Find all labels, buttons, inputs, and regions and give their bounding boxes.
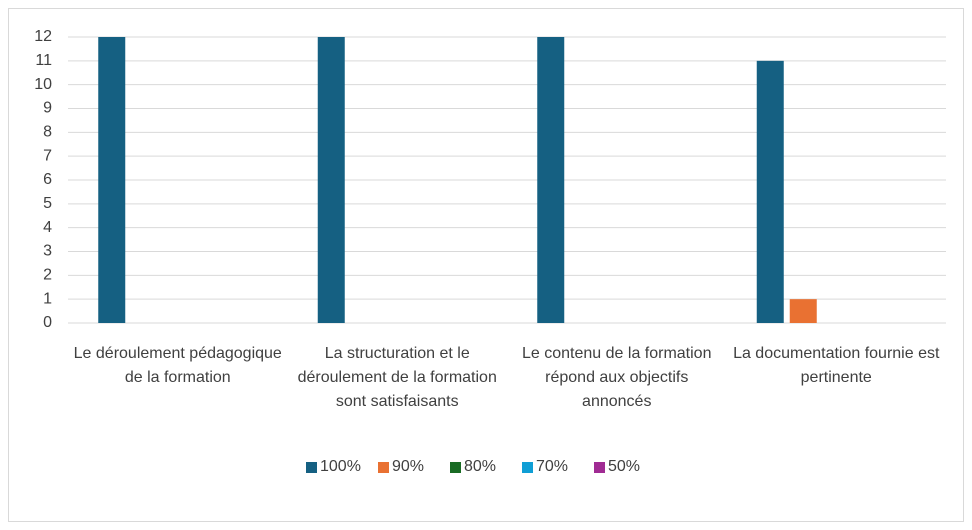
y-tick-label: 6 bbox=[43, 171, 52, 188]
legend-item: 50% bbox=[594, 456, 640, 478]
legend-label: 90% bbox=[392, 458, 425, 475]
legend-swatch bbox=[450, 461, 461, 473]
legend-label: 80% bbox=[464, 458, 497, 475]
y-tick-label: 7 bbox=[43, 147, 52, 164]
legend-item: 100% bbox=[306, 456, 361, 478]
bar bbox=[98, 37, 126, 323]
legend-item: 90% bbox=[378, 456, 424, 478]
y-tick-label: 2 bbox=[43, 267, 52, 284]
y-tick-label: 3 bbox=[43, 243, 52, 260]
legend-item: 70% bbox=[522, 456, 568, 478]
y-tick-label: 4 bbox=[43, 219, 52, 236]
bar bbox=[789, 299, 817, 323]
legend-swatch bbox=[378, 461, 389, 473]
y-tick-label: 5 bbox=[43, 195, 52, 212]
chart-border bbox=[8, 8, 964, 522]
bar bbox=[756, 60, 784, 323]
x-tick-label: Le déroulement pédagogique de la formati… bbox=[73, 345, 282, 386]
legend-label: 70% bbox=[536, 458, 569, 475]
y-tick-label: 11 bbox=[35, 52, 52, 69]
legend-label: 100% bbox=[320, 458, 361, 475]
y-tick-label: 1 bbox=[43, 290, 52, 307]
bar bbox=[537, 37, 565, 323]
legend-swatch bbox=[522, 461, 533, 473]
y-tick-label: 8 bbox=[43, 124, 52, 141]
legend-swatch bbox=[306, 461, 317, 473]
y-tick-label: 9 bbox=[43, 100, 52, 117]
y-tick-label: 12 bbox=[34, 28, 52, 45]
x-tick-label: Le contenu de la formation répond aux ob… bbox=[522, 345, 712, 410]
x-tick-label: La documentation fournie est pertinente bbox=[733, 345, 940, 386]
y-tick-label: 10 bbox=[34, 76, 52, 93]
legend-swatch bbox=[594, 461, 605, 473]
legend-item: 80% bbox=[450, 456, 496, 478]
x-tick-label: La structuration et le déroulement de la… bbox=[297, 345, 497, 410]
bar bbox=[317, 37, 345, 323]
y-tick-label: 0 bbox=[43, 314, 52, 331]
legend-label: 50% bbox=[608, 458, 641, 475]
